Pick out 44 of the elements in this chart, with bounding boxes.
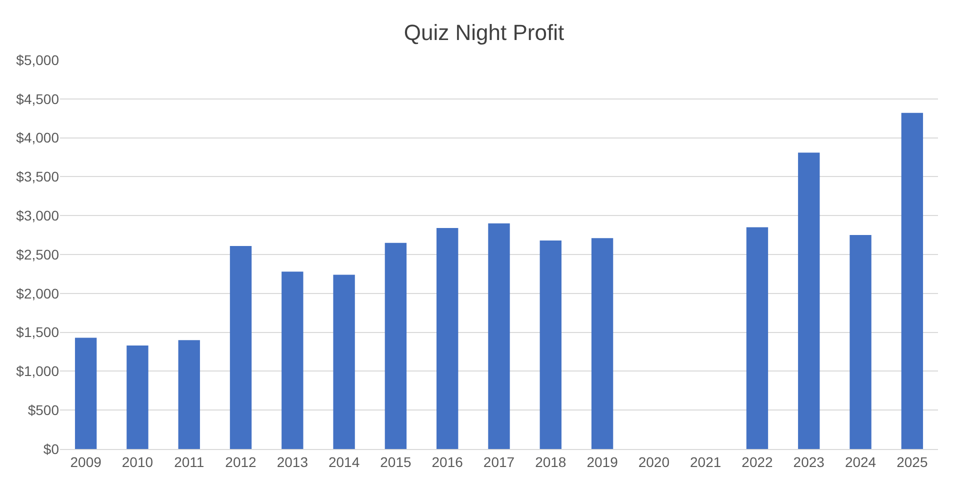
y-tick-label: $0 bbox=[43, 440, 60, 457]
bar bbox=[901, 112, 924, 449]
x-tick-label: 2018 bbox=[535, 454, 566, 470]
bar bbox=[230, 246, 252, 449]
y-tick-label: $3,500 bbox=[16, 168, 60, 185]
bar bbox=[126, 346, 148, 449]
x-tick-label: 2014 bbox=[328, 454, 360, 470]
y-tick-label: $3,000 bbox=[16, 208, 60, 224]
bar bbox=[178, 340, 200, 449]
x-tick-label: 2017 bbox=[483, 454, 515, 470]
x-tick-label: 2021 bbox=[690, 454, 722, 470]
bar bbox=[488, 223, 510, 449]
x-tick-label: 2022 bbox=[742, 454, 774, 470]
y-tick-label: $4,000 bbox=[16, 130, 60, 146]
x-tick-label: 2023 bbox=[793, 454, 825, 470]
y-tick-label: $2,500 bbox=[16, 246, 60, 262]
x-tick-label: 2025 bbox=[896, 454, 928, 470]
x-tick-label: 2009 bbox=[70, 454, 102, 470]
bar bbox=[74, 338, 97, 449]
chart-title: Quiz Night Profit bbox=[404, 20, 564, 45]
x-tick-label: 2016 bbox=[432, 454, 464, 470]
x-tick-label: 2020 bbox=[638, 454, 670, 470]
x-tick-label: 2015 bbox=[380, 454, 412, 470]
y-tick-label: $1,500 bbox=[16, 324, 60, 340]
x-tick-label: 2024 bbox=[844, 454, 876, 470]
x-tick-label: 2019 bbox=[586, 454, 618, 470]
y-tick-label: $4,500 bbox=[16, 90, 60, 107]
y-tick-label: $500 bbox=[28, 402, 60, 418]
x-tick-label: 2010 bbox=[122, 454, 154, 470]
x-tick-label: 2013 bbox=[276, 454, 308, 470]
bar bbox=[591, 238, 614, 449]
x-tick-label: 2011 bbox=[174, 454, 204, 470]
bar bbox=[540, 240, 562, 449]
bar bbox=[436, 228, 458, 449]
bar bbox=[798, 152, 820, 449]
y-tick-label: $2,000 bbox=[16, 285, 60, 302]
bar bbox=[746, 227, 768, 449]
x-tick-label: 2012 bbox=[225, 454, 257, 470]
bar bbox=[384, 242, 407, 449]
bar bbox=[282, 272, 304, 449]
bar bbox=[850, 235, 872, 449]
y-tick-label: $1,000 bbox=[16, 363, 60, 380]
y-tick-label: $5,000 bbox=[16, 52, 60, 68]
bar bbox=[333, 274, 355, 449]
